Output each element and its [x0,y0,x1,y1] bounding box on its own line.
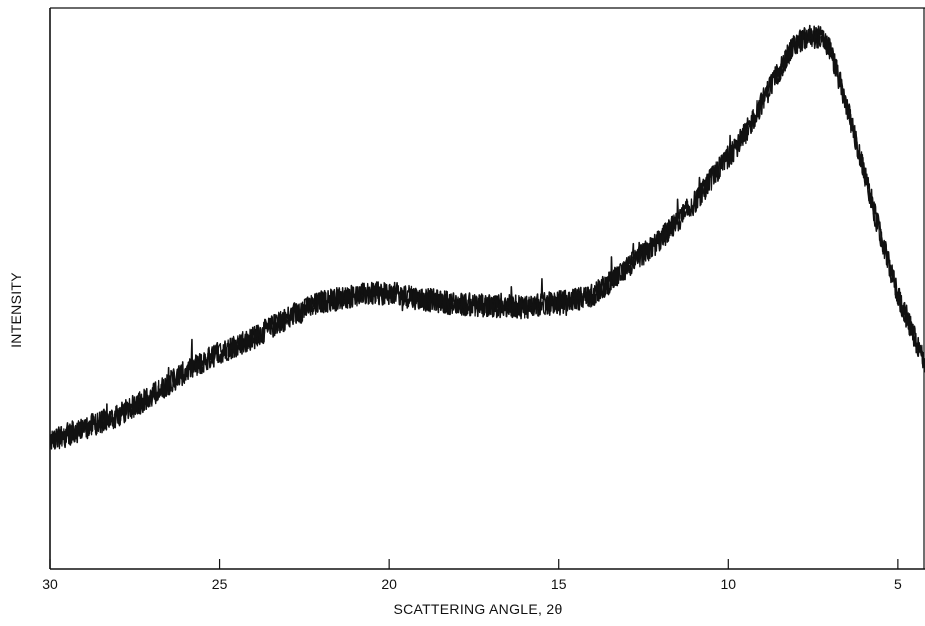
x-tick-label: 15 [551,576,567,592]
series-line-texture [49,27,925,450]
x-axis-label: SCATTERING ANGLE, 2θ [393,601,562,617]
x-tick-label: 30 [42,576,58,592]
series-line [49,24,925,450]
data-series [49,24,925,450]
y-axis-label: INTENSITY [8,272,24,348]
x-tick-label: 10 [721,576,737,592]
x-tick-label: 20 [381,576,397,592]
x-axis-ticks: 30 25 20 15 10 5 [42,559,902,592]
plot-frame [49,7,925,570]
x-tick-label: 25 [212,576,228,592]
x-tick-label: 5 [894,576,902,592]
